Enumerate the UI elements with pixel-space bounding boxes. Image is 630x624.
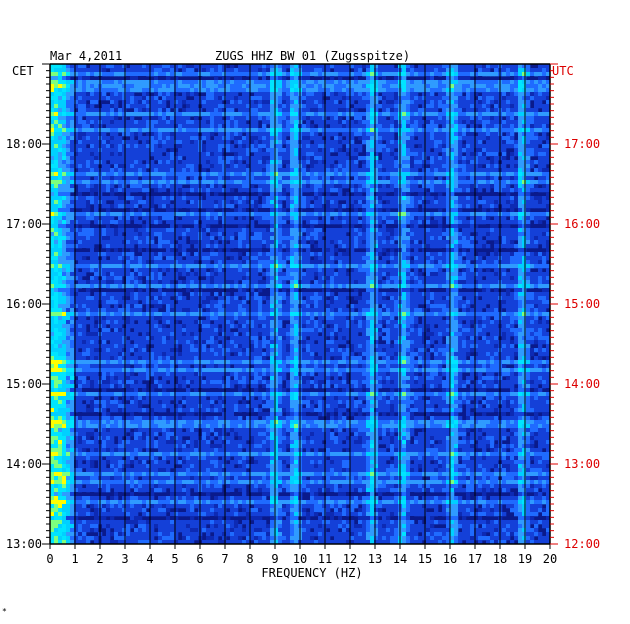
right-tick-label: 12:00 (564, 537, 600, 551)
right-tick-label: 15:00 (564, 297, 600, 311)
x-tick-label: 2 (96, 552, 103, 566)
x-tick-label: 18 (493, 552, 507, 566)
right-axis-label: UTC (552, 64, 574, 78)
x-tick-label: 5 (171, 552, 178, 566)
x-tick-label: 20 (543, 552, 557, 566)
left-tick-label: 16:00 (6, 297, 42, 311)
x-tick-label: 12 (343, 552, 357, 566)
chart-date: Mar 4,2011 (50, 49, 122, 63)
x-tick-label: 6 (196, 552, 203, 566)
x-tick-label: 19 (518, 552, 532, 566)
x-tick-label: 0 (46, 552, 53, 566)
x-tick-label: 16 (443, 552, 457, 566)
x-tick-label: 17 (468, 552, 482, 566)
left-tick-label: 17:00 (6, 217, 42, 231)
x-tick-label: 11 (318, 552, 332, 566)
left-tick-label: 18:00 (6, 137, 42, 151)
x-tick-label: 9 (271, 552, 278, 566)
right-tick-label: 14:00 (564, 377, 600, 391)
x-tick-label: 15 (418, 552, 432, 566)
left-tick-label: 15:00 (6, 377, 42, 391)
right-tick-label: 16:00 (564, 217, 600, 231)
left-tick-label: 13:00 (6, 537, 42, 551)
left-axis-label: CET (12, 64, 34, 78)
left-tick-label: 14:00 (6, 457, 42, 471)
x-tick-label: 7 (221, 552, 228, 566)
chart-station: ZUGS HHZ BW 01 (Zugsspitze) (215, 49, 410, 63)
x-tick-label: 4 (146, 552, 153, 566)
right-tick-label: 17:00 (564, 137, 600, 151)
x-tick-label: 14 (393, 552, 407, 566)
x-tick-label: 13 (368, 552, 382, 566)
x-tick-label: 10 (293, 552, 307, 566)
x-tick-label: 1 (71, 552, 78, 566)
corner-mark: * (2, 607, 7, 616)
right-tick-label: 13:00 (564, 457, 600, 471)
x-tick-label: 8 (246, 552, 253, 566)
spectrogram-cells (50, 64, 551, 545)
x-tick-label: 3 (121, 552, 128, 566)
x-axis-label: FREQUENCY (HZ) (261, 566, 362, 580)
